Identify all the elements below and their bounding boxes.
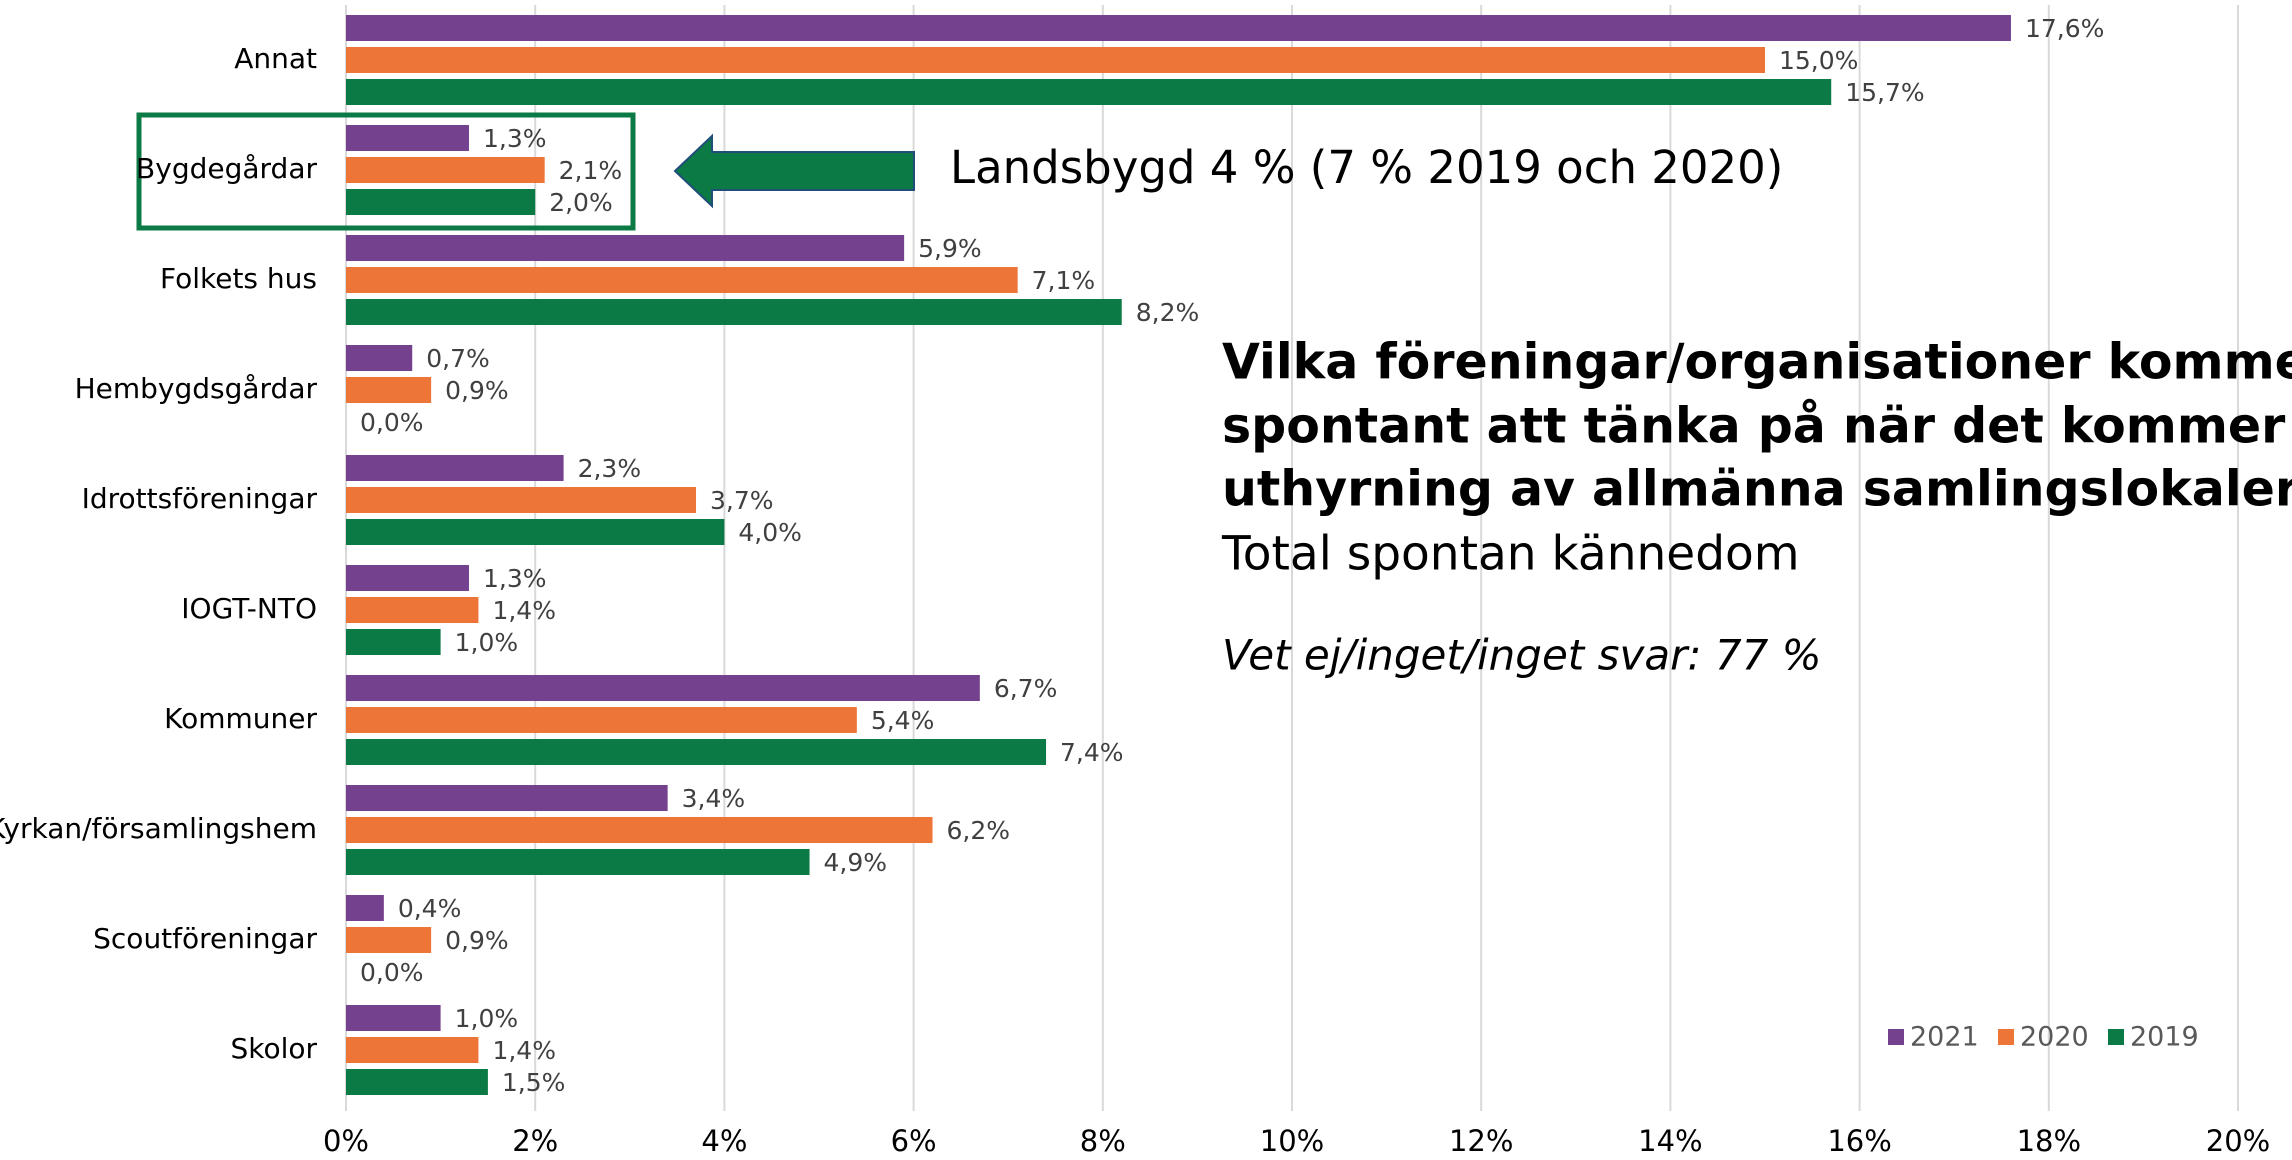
value-label: 1,3%	[483, 564, 547, 593]
bar	[346, 565, 469, 591]
bar	[346, 785, 668, 811]
category-label: Scoutföreningar	[93, 922, 317, 955]
value-label: 15,0%	[1779, 46, 1858, 75]
x-tick-label: 8%	[1080, 1124, 1126, 1158]
bar	[346, 849, 810, 875]
bar	[346, 299, 1122, 325]
bar	[346, 927, 432, 953]
legend-swatch	[1888, 1029, 1904, 1045]
category-label: Kyrkan/församlingshem	[0, 812, 317, 845]
highlight-box	[136, 112, 636, 231]
bar	[346, 675, 980, 701]
x-tick-label: 18%	[2017, 1124, 2081, 1158]
category-label: Bygdegårdar	[136, 152, 317, 185]
arrow	[673, 133, 915, 209]
legend-label: 2020	[2020, 1022, 2089, 1053]
bar	[346, 487, 697, 513]
value-label: 0,9%	[445, 376, 509, 405]
legend-label: 2019	[2130, 1022, 2199, 1053]
value-label: 3,7%	[710, 486, 774, 515]
value-label: 0,0%	[360, 958, 424, 987]
value-label: 2,1%	[559, 156, 623, 185]
value-label: 5,4%	[871, 706, 935, 735]
value-label: 15,7%	[1845, 78, 1924, 107]
value-label: 2,3%	[578, 454, 642, 483]
category-label: IOGT-NTO	[181, 592, 317, 625]
bar	[346, 79, 1832, 105]
bar	[346, 189, 536, 215]
value-label: 7,4%	[1060, 738, 1124, 767]
value-label: 17,6%	[2025, 14, 2104, 43]
category-label: Skolor	[230, 1032, 317, 1065]
value-label: 1,3%	[483, 124, 547, 153]
x-tick-label: 14%	[1638, 1124, 1702, 1158]
bar	[346, 1005, 441, 1031]
legend-label: 2021	[1910, 1022, 1979, 1053]
value-label: 1,5%	[502, 1068, 566, 1097]
bar	[346, 157, 545, 183]
value-label: 4,0%	[738, 518, 802, 547]
category-label: Kommuner	[164, 702, 317, 735]
category-label: Annat	[234, 42, 317, 75]
x-tick-label: 2%	[512, 1124, 558, 1158]
legend-swatch	[1998, 1029, 2014, 1045]
value-label: 2,0%	[549, 188, 613, 217]
value-label: 1,0%	[455, 628, 519, 657]
bar	[346, 47, 1765, 73]
value-label: 3,4%	[682, 784, 746, 813]
x-tick-label: 16%	[1827, 1124, 1891, 1158]
bar	[346, 629, 441, 655]
bar	[346, 267, 1018, 293]
category-label: Folkets hus	[160, 262, 317, 295]
x-tick-label: 0%	[323, 1124, 369, 1158]
value-label: 0,7%	[426, 344, 490, 373]
bar	[346, 377, 432, 403]
x-tick-label: 4%	[701, 1124, 747, 1158]
bar	[346, 235, 905, 261]
x-tick-label: 20%	[2206, 1124, 2270, 1158]
bar	[346, 1069, 488, 1095]
bar	[346, 739, 1047, 765]
x-tick-label: 6%	[891, 1124, 937, 1158]
title-line: Vilka föreningar/organisationer kommer	[1222, 334, 2292, 391]
value-label: 4,9%	[824, 848, 888, 877]
bar	[346, 519, 725, 545]
value-label: 0,4%	[398, 894, 462, 923]
value-label: 1,4%	[492, 596, 556, 625]
bar	[346, 895, 384, 921]
bar	[346, 345, 413, 371]
category-label: Idrottsföreningar	[82, 482, 318, 515]
bar	[346, 1037, 479, 1063]
title-line: uthyrning av allmänna samlingslokaler?	[1222, 461, 2292, 518]
annotation: Landsbygd 4 % (7 % 2019 och 2020)	[950, 141, 1783, 194]
bar	[346, 125, 469, 151]
bar	[346, 707, 857, 733]
subtitle: Total spontan kännedom	[1221, 527, 1800, 582]
value-label: 6,7%	[994, 674, 1058, 703]
bar	[346, 817, 933, 843]
note: Vet ej/inget/inget svar: 77 %	[1222, 631, 1822, 680]
bar	[346, 597, 479, 623]
value-label: 0,9%	[445, 926, 509, 955]
x-tick-label: 12%	[1449, 1124, 1513, 1158]
value-label: 0,0%	[360, 408, 424, 437]
value-label: 1,4%	[492, 1036, 556, 1065]
value-label: 6,2%	[947, 816, 1011, 845]
value-label: 5,9%	[918, 234, 982, 263]
value-label: 8,2%	[1136, 298, 1200, 327]
x-tick-label: 10%	[1260, 1124, 1324, 1158]
value-label: 1,0%	[455, 1004, 519, 1033]
bar	[346, 455, 564, 481]
legend-swatch	[2108, 1029, 2124, 1045]
category-label: Hembygdsgårdar	[75, 372, 318, 405]
value-label: 7,1%	[1032, 266, 1096, 295]
title-line: spontant att tänka på när det kommer til…	[1222, 398, 2292, 455]
bar	[346, 15, 2011, 41]
